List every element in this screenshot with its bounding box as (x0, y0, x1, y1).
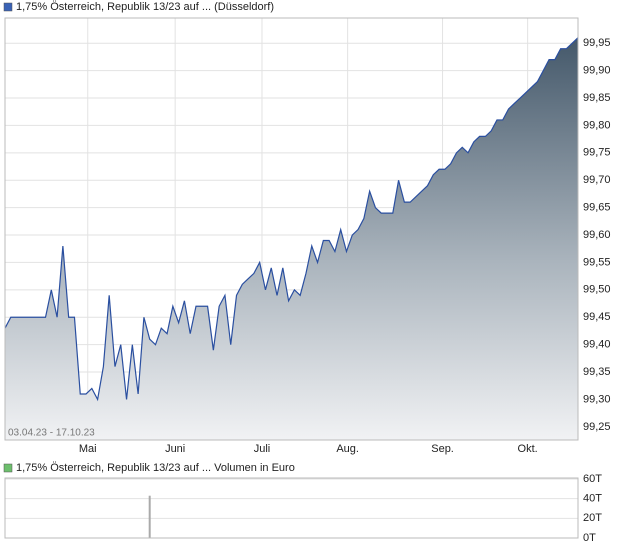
x-tick-label: Okt. (518, 443, 538, 455)
x-tick-label: Mai (79, 443, 97, 455)
volume-bar (148, 495, 151, 538)
price-line (4, 37, 579, 402)
y-tick-label: 99,95 (583, 37, 611, 49)
y-tick-label: 99,40 (583, 339, 611, 351)
x-tick-label: Aug. (336, 443, 359, 455)
legend-label: 1,75% Österreich, Republik 13/23 auf ...… (16, 1, 274, 13)
legend-swatch (3, 2, 13, 12)
y-tick-label: 99,45 (583, 311, 611, 323)
area-fill (5, 37, 578, 441)
y-tick-label: 99,55 (583, 256, 611, 268)
legend-swatch (3, 463, 13, 473)
y-tick-label: 99,35 (583, 366, 611, 378)
y-tick-label: 20T (583, 512, 602, 524)
y-tick-label: 99,85 (583, 92, 611, 104)
y-tick-label: 99,50 (583, 284, 611, 296)
y-tick-label: 99,25 (583, 421, 611, 433)
y-tick-label: 40T (583, 493, 602, 505)
legend-label: 1,75% Österreich, Republik 13/23 auf ...… (16, 462, 295, 474)
y-tick-label: 60T (583, 473, 602, 485)
y-tick-label: 99,60 (583, 229, 611, 241)
y-tick-label: 99,70 (583, 174, 611, 186)
plot-border (4, 477, 579, 539)
y-tick-label: 99,75 (583, 147, 611, 159)
date-range: 03.04.23 - 17.10.23 (8, 428, 95, 439)
x-tick-label: Juli (254, 443, 271, 455)
y-tick-label: 99,30 (583, 393, 611, 405)
plot-area (4, 477, 579, 539)
y-tick-label: 99,80 (583, 119, 611, 131)
x-tick-label: Juni (165, 443, 185, 455)
y-tick-label: 99,90 (583, 65, 611, 77)
plot-border (4, 17, 579, 441)
y-tick-label: 0T (583, 532, 596, 544)
y-tick-label: 99,65 (583, 202, 611, 214)
x-tick-label: Sep. (431, 443, 454, 455)
